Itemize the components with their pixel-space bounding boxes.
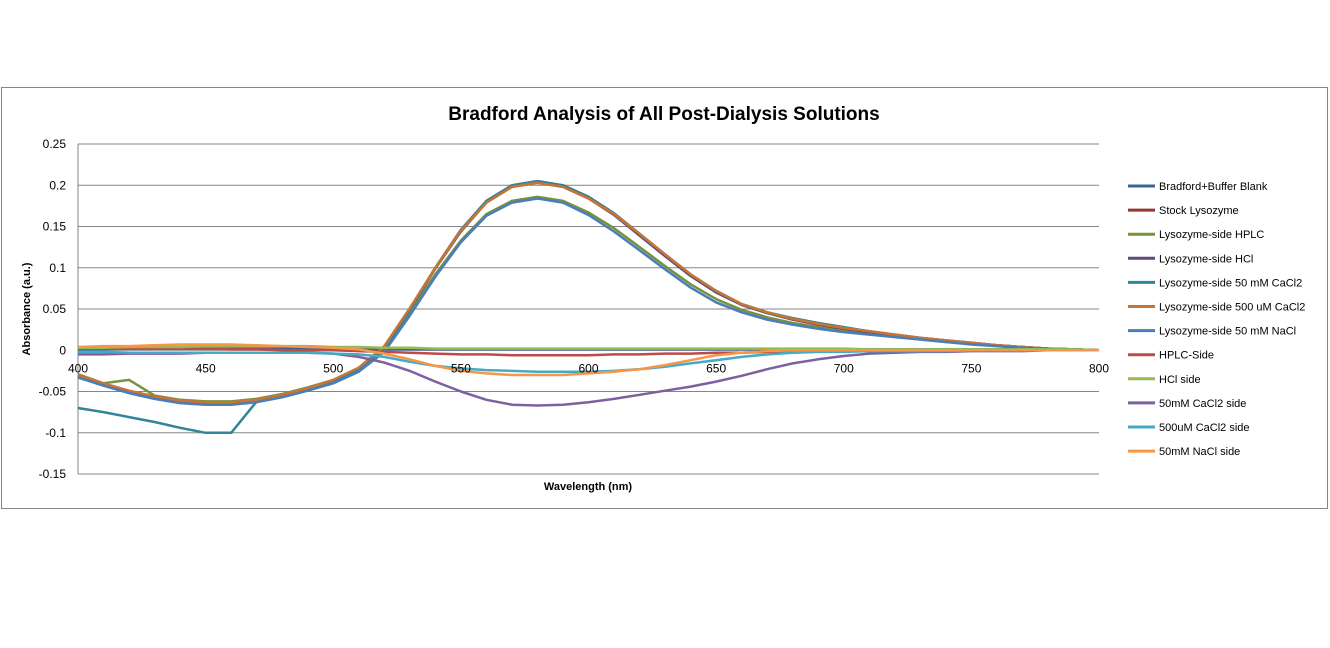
chart-area — [1, 87, 1328, 509]
x-tick-label: 400 — [68, 361, 88, 375]
series-line — [77, 197, 1100, 406]
x-tick-label: 600 — [578, 361, 598, 375]
x-tick-label: 650 — [706, 361, 726, 375]
x-tick-label: 700 — [834, 361, 854, 375]
legend-label: 50mM NaCl side — [1159, 446, 1240, 458]
y-tick-label: 0.15 — [43, 220, 67, 234]
series-lines — [77, 179, 1100, 435]
y-tick-label: -0.1 — [45, 426, 66, 440]
series-line — [77, 181, 1100, 404]
legend: Bradford+Buffer Blank Stock Lysozyme Lysoz… — [1128, 181, 1305, 458]
legend-label: HPLC-Side — [1159, 350, 1214, 362]
x-axis-label: Wavelength (nm) — [544, 481, 633, 493]
chart-title: Bradford Analysis of All Post-Dialysis S… — [448, 104, 879, 125]
x-tick-label: 800 — [1089, 361, 1109, 375]
legend-label: HCl side — [1159, 374, 1201, 386]
y-tick-label: 0.1 — [49, 261, 66, 275]
legend-label: 50mM CaCl2 side — [1159, 398, 1246, 410]
legend-label: Bradford+Buffer Blank — [1159, 181, 1268, 193]
legend-label: Lysozyme-side 50 mM NaCl — [1159, 326, 1296, 338]
legend-label: 500uM CaCl2 side — [1159, 422, 1250, 434]
legend-label: Lysozyme-side 50 mM CaCl2 — [1159, 277, 1302, 289]
y-tick-label: -0.05 — [39, 385, 67, 399]
tick-labels: 0.25 0.2 0.15 0.1 0.05 0 -0.05 -0.1 -0.15 400 450 5… — [39, 137, 1110, 481]
legend-label: Lysozyme-side HPLC — [1159, 229, 1264, 241]
legend-label: Lysozyme-side HCl — [1159, 253, 1253, 265]
legend-label: Lysozyme-side 500 uM CaCl2 — [1159, 302, 1305, 314]
y-axis-label: Absorbance (a.u.) — [21, 262, 33, 355]
x-tick-label: 750 — [961, 361, 981, 375]
gridlines — [77, 143, 1099, 475]
y-tick-label: 0.25 — [43, 137, 67, 151]
legend-label: Stock Lysozyme — [1159, 205, 1239, 217]
y-tick-label: -0.15 — [39, 467, 67, 481]
y-tick-label: 0 — [59, 343, 66, 357]
x-tick-label: 500 — [323, 361, 343, 375]
x-tick-label: 550 — [451, 361, 471, 375]
y-tick-label: 0.05 — [43, 302, 67, 316]
x-tick-label: 450 — [196, 361, 216, 375]
series-line — [78, 349, 1099, 407]
series-line — [77, 343, 1099, 377]
series-line — [77, 179, 1100, 435]
y-tick-label: 0.2 — [49, 178, 66, 192]
